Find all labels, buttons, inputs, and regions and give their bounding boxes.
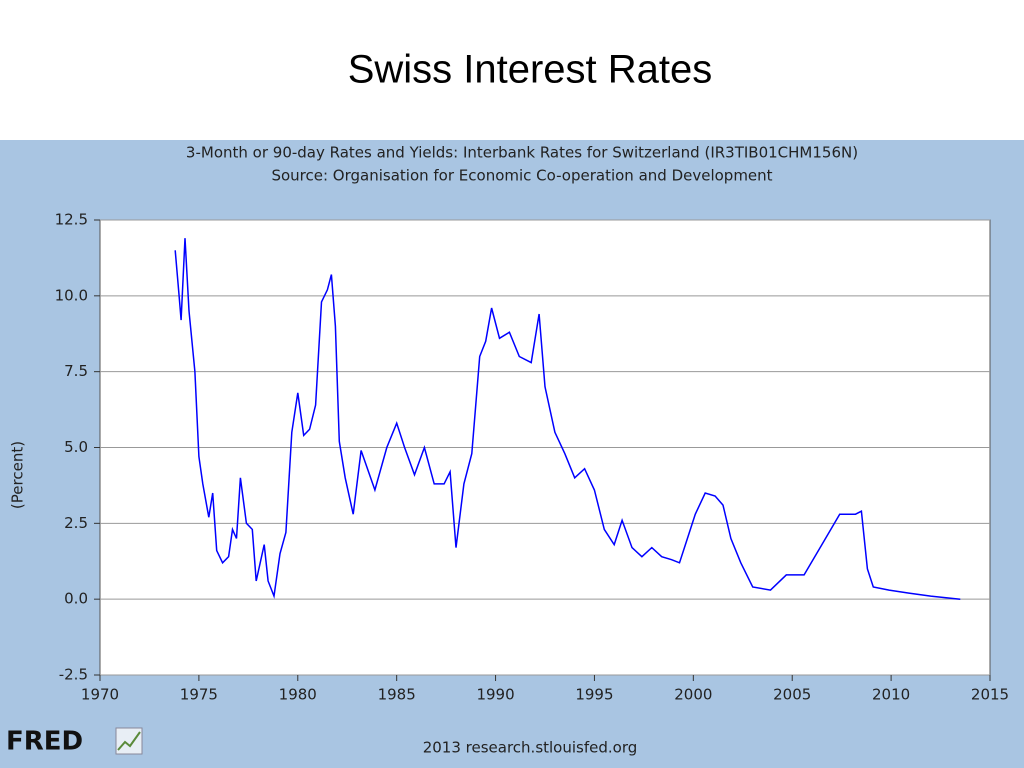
chart-subtitle: Source: Organisation for Economic Co-ope… [271,167,772,185]
logo: FRED [6,727,83,757]
x-tick-label: 2005 [773,686,811,704]
x-tick-label: 2015 [971,686,1009,704]
y-tick-label: 12.5 [55,211,88,229]
x-tick-label: 2000 [674,686,712,704]
slide-title: Swiss Interest Rates [348,48,713,92]
y-tick-label: 7.5 [64,362,88,380]
x-tick-label: 1995 [575,686,613,704]
x-tick-label: 1980 [279,686,317,704]
x-tick-label: 1990 [476,686,514,704]
x-tick-label: 1975 [180,686,218,704]
y-tick-label: 10.0 [55,286,88,304]
y-tick-label: 2.5 [64,514,88,532]
y-tick-label: -2.5 [59,666,88,684]
data-line [174,238,961,600]
x-tick-label: 2010 [872,686,910,704]
footer: 2013 research.stlouisfed.org [423,739,638,757]
y-tick-label: 0.0 [64,590,88,608]
y-axis-label: (Percent) [9,441,27,509]
chart-title: 3-Month or 90-day Rates and Yields: Inte… [186,144,858,162]
x-tick-label: 1970 [81,686,119,704]
y-tick-label: 5.0 [64,438,88,456]
x-tick-label: 1985 [378,686,416,704]
logo-icon [115,727,143,755]
